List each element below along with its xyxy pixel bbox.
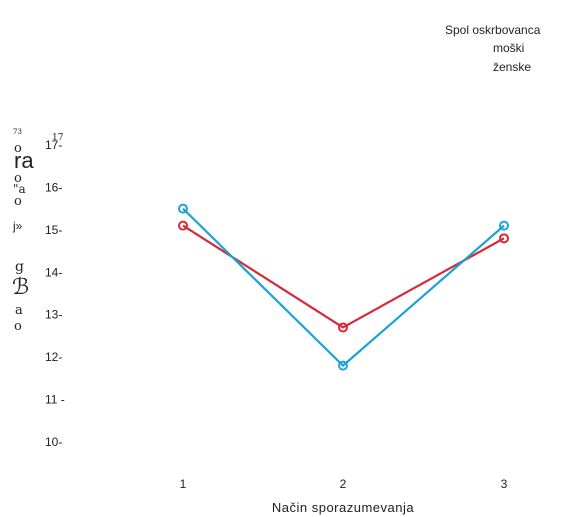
y-tick-label: 16- — [45, 180, 62, 194]
legend-title: Spol oskrbovanca — [445, 23, 541, 37]
ylabel-fragment: a — [15, 303, 23, 318]
data-point-zenske — [338, 322, 348, 333]
data-point-moski — [499, 220, 509, 231]
legend-entry-moski: moški — [493, 41, 524, 55]
x-axis-ticks: 1 2 3 — [180, 477, 508, 491]
y-axis-label-fragments: 73 17 o ra o "a o j» g ℬ a o — [12, 128, 64, 334]
series-line-zenske — [182, 224, 505, 329]
y-tick-label: 10- — [45, 435, 62, 449]
y-tick-label: 12- — [45, 350, 62, 364]
data-point-moski — [338, 360, 348, 371]
x-tick-label: 2 — [340, 477, 347, 491]
ylabel-fragment: o — [14, 141, 22, 156]
ylabel-fragment: o — [14, 171, 22, 186]
x-axis-label: Način sporazumevanja — [272, 500, 415, 515]
data-point-zenske — [178, 220, 188, 231]
ylabel-fragment: g — [15, 259, 24, 275]
y-tick-label: 15- — [45, 223, 62, 237]
data-point-zenske — [499, 233, 509, 244]
ylabel-fragment: ra — [14, 148, 34, 173]
ylabel-fragment: ℬ — [12, 275, 29, 300]
ylabel-fragment: o — [14, 319, 22, 334]
ylabel-fragment: "a — [13, 182, 26, 196]
y-tick-label: 14- — [45, 265, 62, 279]
y-tick-label: 17- — [45, 138, 62, 152]
legend-entry-zenske: ženske — [493, 60, 531, 74]
ylabel-fragment: 17 — [52, 133, 64, 143]
ylabel-fragment: 73 — [13, 128, 22, 136]
y-axis-ticks: 10- 11 - 12- 13- 14- 15- 16- 17- — [45, 138, 65, 449]
legend: Spol oskrbovanca moški ženske — [445, 23, 541, 74]
series-group — [178, 203, 509, 371]
x-tick-label: 3 — [501, 477, 508, 491]
y-tick-label: 13- — [45, 308, 62, 322]
x-tick-label: 1 — [180, 477, 187, 491]
series-line-moski — [182, 207, 505, 367]
data-point-moski — [178, 203, 188, 214]
ylabel-fragment: o — [14, 194, 22, 209]
y-tick-label: 11 - — [45, 393, 65, 407]
ylabel-fragment: j» — [12, 219, 23, 233]
